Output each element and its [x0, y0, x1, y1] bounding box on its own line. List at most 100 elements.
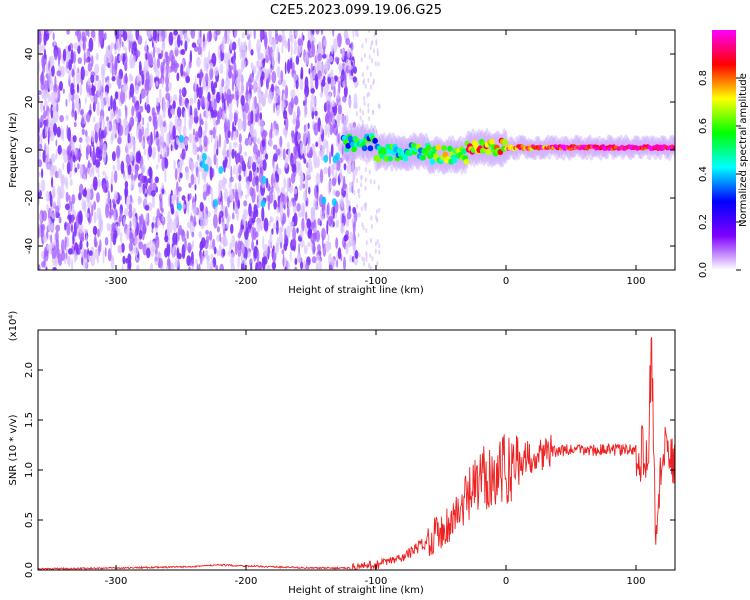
- heatmap-cell: [111, 125, 116, 132]
- heatmap-cell: [334, 75, 338, 82]
- heatmap-cell: [248, 84, 254, 90]
- heatmap-cell: [300, 66, 304, 78]
- heatmap-cell: [271, 261, 277, 270]
- heatmap-cell: [238, 164, 242, 175]
- heatmap-cell: [72, 135, 77, 143]
- heatmap-cell: [167, 72, 171, 79]
- heatmap-cell: [262, 235, 265, 250]
- heatmap-cell: [152, 196, 156, 209]
- heatmap-cell: [130, 132, 133, 142]
- heatmap-cell: [216, 226, 220, 233]
- heatmap-cell: [340, 195, 344, 208]
- heatmap-cell: [154, 57, 157, 70]
- heatmap-cell: [78, 137, 83, 143]
- heatmap-cell: [274, 129, 279, 136]
- heatmap-cell: [86, 112, 91, 123]
- heatmap-cell: [234, 207, 237, 214]
- heatmap-cell: [218, 54, 221, 64]
- heatmap-cell: [130, 57, 135, 69]
- x-tick-label: -300: [105, 576, 128, 587]
- heatmap-cell: [191, 259, 195, 267]
- heatmap-cell: [167, 104, 173, 119]
- heatmap-cell: [294, 257, 298, 266]
- heatmap-cell: [377, 103, 380, 109]
- heatmap-cell: [352, 76, 357, 83]
- heatmap-cell: [177, 34, 181, 48]
- heatmap-cell: [80, 250, 84, 257]
- heatmap-cell: [104, 84, 110, 94]
- heatmap-cell: [245, 193, 248, 200]
- heatmap-cell: [174, 115, 178, 130]
- heatmap-cell: [57, 194, 61, 209]
- heatmap-cell: [220, 205, 224, 211]
- heatmap-cell: [99, 239, 102, 253]
- figure-title: C2E5.2023.099.19.06.G25: [270, 3, 442, 18]
- heatmap-cell: [93, 211, 97, 224]
- heatmap-cell: [329, 55, 334, 63]
- heatmap-cell: [355, 111, 358, 117]
- heatmap-cell: [69, 157, 73, 172]
- heatmap-cell: [343, 215, 346, 227]
- heatmap-cell: [297, 252, 302, 264]
- heatmap-cell: [137, 182, 142, 188]
- heatmap-cell: [366, 65, 369, 71]
- heatmap-cell: [133, 216, 137, 231]
- heatmap-cell: [120, 232, 123, 244]
- heatmap-cell: [352, 221, 356, 235]
- heatmap-cell: [168, 258, 171, 270]
- heatmap-cell: [172, 245, 175, 254]
- heatmap-cell: [378, 243, 381, 249]
- heatmap-cell: [330, 144, 334, 158]
- heatmap-cell: [185, 66, 191, 75]
- heatmap-cell: [68, 248, 73, 255]
- heatmap-cell: [77, 45, 81, 54]
- heatmap-cell: [317, 53, 323, 62]
- heatmap-cell: [74, 167, 78, 173]
- heatmap-cell: [307, 30, 312, 41]
- heatmap-cell: [229, 176, 234, 183]
- heatmap-cell: [260, 118, 264, 132]
- heatmap-cell: [104, 32, 107, 41]
- heatmap-cell: [138, 241, 144, 250]
- heatmap-cell: [251, 240, 255, 251]
- heatmap-cell: [341, 144, 344, 157]
- heatmap-cell: [83, 228, 89, 234]
- heatmap-cell: [39, 213, 42, 226]
- heatmap-cell: [135, 104, 139, 119]
- heatmap-cell: [195, 144, 198, 156]
- heatmap-cell: [284, 266, 287, 270]
- heatmap-cell: [276, 186, 281, 194]
- heatmap-cell: [294, 40, 297, 52]
- snr-plot-frame: [37, 329, 676, 571]
- heatmap-cell: [295, 55, 300, 65]
- heatmap-cell: [228, 188, 234, 201]
- heatmap-cell: [361, 72, 364, 78]
- heatmap-cell: [205, 229, 210, 235]
- heatmap-cell: [261, 175, 267, 184]
- heatmap-cell: [306, 218, 312, 229]
- heatmap-cell: [79, 240, 83, 250]
- heatmap-cell: [268, 137, 273, 148]
- heatmap-cell: [321, 227, 326, 241]
- heatmap-cell: [71, 223, 73, 233]
- heatmap-cell: [343, 85, 348, 98]
- heatmap-cell: [324, 62, 328, 73]
- heatmap-cell: [57, 144, 62, 155]
- heatmap-cell: [293, 78, 296, 89]
- heatmap-cell: [102, 99, 105, 110]
- heatmap-cell: [252, 161, 257, 172]
- heatmap-cell: [358, 252, 361, 258]
- heatmap-cell: [318, 136, 322, 149]
- y-tick-label: 1.0: [24, 462, 35, 478]
- heatmap-cell: [205, 72, 209, 84]
- heatmap-cell: [235, 77, 239, 87]
- heatmap-cell: [348, 205, 351, 213]
- heatmap-cell: [196, 131, 202, 138]
- heatmap-cell: [255, 75, 258, 82]
- heatmap-cell: [249, 31, 252, 39]
- heatmap-cell: [360, 182, 363, 188]
- heatmap-cell: [193, 128, 195, 136]
- heatmap-cell: [352, 206, 357, 214]
- heatmap-cell: [316, 204, 319, 211]
- y-tick-label: 20: [24, 96, 35, 109]
